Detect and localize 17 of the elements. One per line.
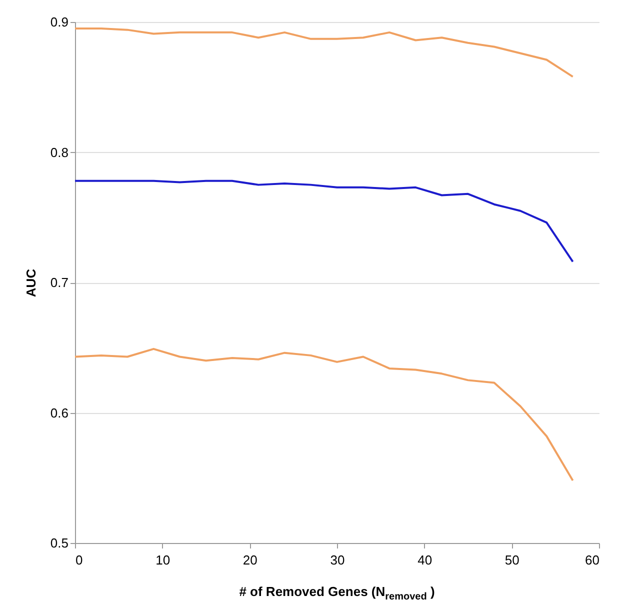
x-tick-label: 10 bbox=[156, 552, 170, 568]
x-tick-label: 60 bbox=[585, 552, 600, 568]
x-tick-label: 50 bbox=[504, 552, 520, 568]
y-axis-title: AUC bbox=[23, 268, 38, 298]
line-series bbox=[74, 348, 574, 482]
x-tick-label: 20 bbox=[242, 552, 258, 568]
y-tick-label: 0.5 bbox=[50, 536, 68, 550]
x-tick-label: 30 bbox=[330, 552, 345, 568]
y-tick-label: 0.9 bbox=[50, 14, 68, 30]
y-tick-label: 0.6 bbox=[50, 405, 68, 420]
x-axis-title: # of Removed Genes (N$_{removed}$ ) bbox=[238, 584, 436, 603]
x-tick-label: 40 bbox=[418, 552, 432, 568]
y-tick-label: 0.8 bbox=[50, 144, 68, 160]
x-tick-label: 0 bbox=[76, 552, 83, 568]
line-series bbox=[74, 180, 574, 263]
line-series bbox=[74, 28, 574, 78]
y-tick-label: 0.7 bbox=[50, 275, 68, 290]
